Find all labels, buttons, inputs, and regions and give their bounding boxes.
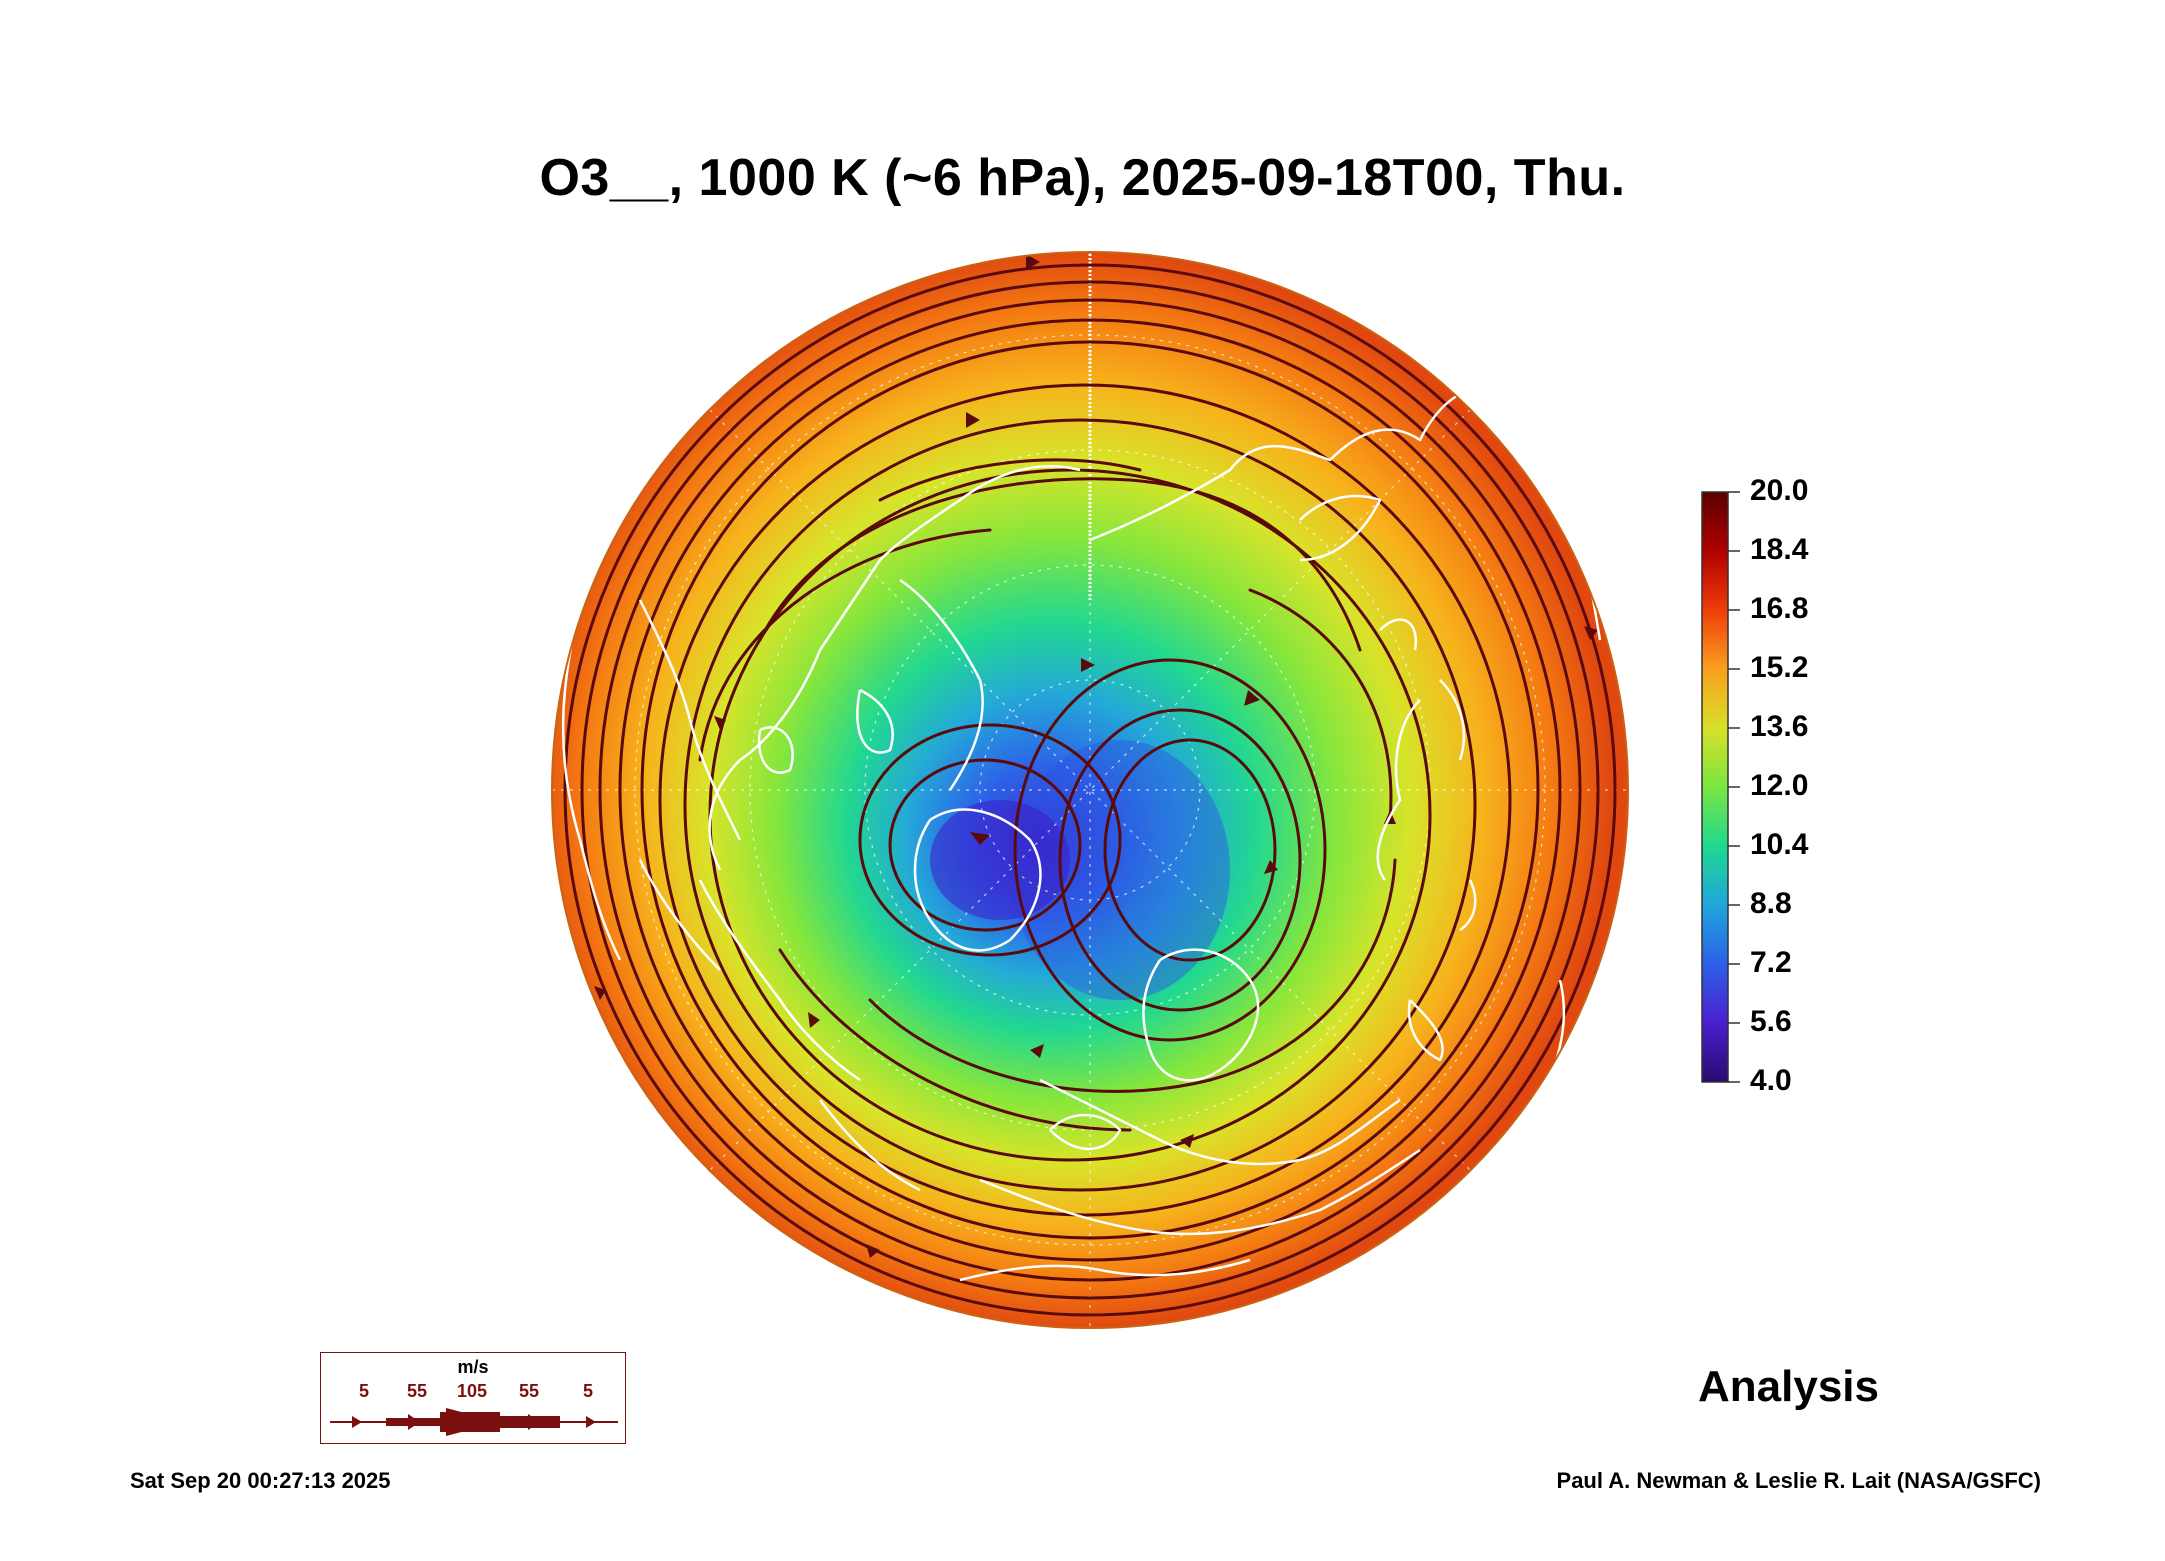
wind-legend: m/s 5 55 105 55 5 — [320, 1352, 626, 1444]
colorbar-label: 13.6 — [1750, 710, 1809, 743]
generated-timestamp: Sat Sep 20 00:27:13 2025 — [130, 1468, 391, 1493]
colorbar — [1701, 491, 1729, 1083]
ozone-field — [552, 252, 1628, 1328]
colorbar-label: 4.0 — [1750, 1064, 1792, 1097]
map-boundary — [551, 251, 1629, 1329]
colorbar-label: 18.4 — [1750, 533, 1809, 566]
wind-legend-speed: 5 — [583, 1381, 594, 1401]
wind-legend-speed: 105 — [457, 1381, 488, 1401]
ozone-low-core — [930, 800, 1070, 920]
wind-legend-graphic — [330, 1408, 618, 1436]
colorbar-label: 16.8 — [1750, 592, 1809, 625]
wind-legend-speed: 5 — [359, 1381, 370, 1401]
colorbar-label: 12.0 — [1750, 769, 1809, 802]
product-label: Analysis — [1698, 1362, 1879, 1411]
colorbar-label: 8.8 — [1750, 887, 1792, 920]
wind-legend-speed: 55 — [519, 1381, 540, 1401]
wind-legend-unit: m/s — [457, 1357, 489, 1377]
colorbar-ticks — [1728, 491, 1740, 1083]
colorbar-label: 15.2 — [1750, 651, 1809, 684]
colorbar-label: 20.0 — [1750, 474, 1809, 507]
map-title: O3__, 1000 K (~6 hPa), 2025-09-18T00, Th… — [539, 149, 1626, 207]
credit-line: Paul A. Newman & Leslie R. Lait (NASA/GS… — [1556, 1468, 2041, 1493]
wind-legend-speed: 55 — [407, 1381, 428, 1401]
colorbar-label: 7.2 — [1750, 946, 1792, 979]
streamlines — [563, 263, 1617, 1317]
colorbar-label: 10.4 — [1750, 828, 1809, 861]
colorbar-label: 5.6 — [1750, 1005, 1792, 1038]
